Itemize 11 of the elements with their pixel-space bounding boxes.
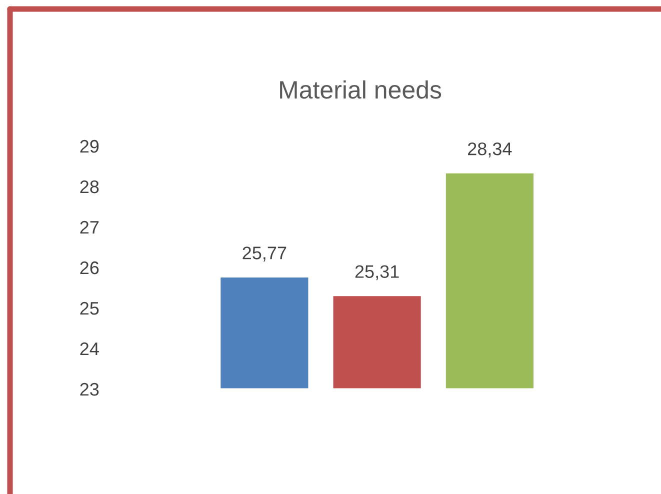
data-label: 25,77	[242, 246, 286, 262]
y-tick-label: 28	[80, 180, 99, 194]
y-tick-label: 26	[80, 261, 99, 274]
data-label: 28,34	[468, 142, 512, 158]
data-label: 25,31	[355, 265, 399, 280]
y-tick-label: 27	[80, 220, 99, 234]
y-tick-label: 25	[80, 302, 99, 315]
chart-title: Material needs	[280, 80, 442, 99]
y-tick-label: 23	[80, 382, 99, 396]
y-tick-label: 29	[80, 140, 99, 153]
y-tick-label: 24	[80, 342, 99, 356]
